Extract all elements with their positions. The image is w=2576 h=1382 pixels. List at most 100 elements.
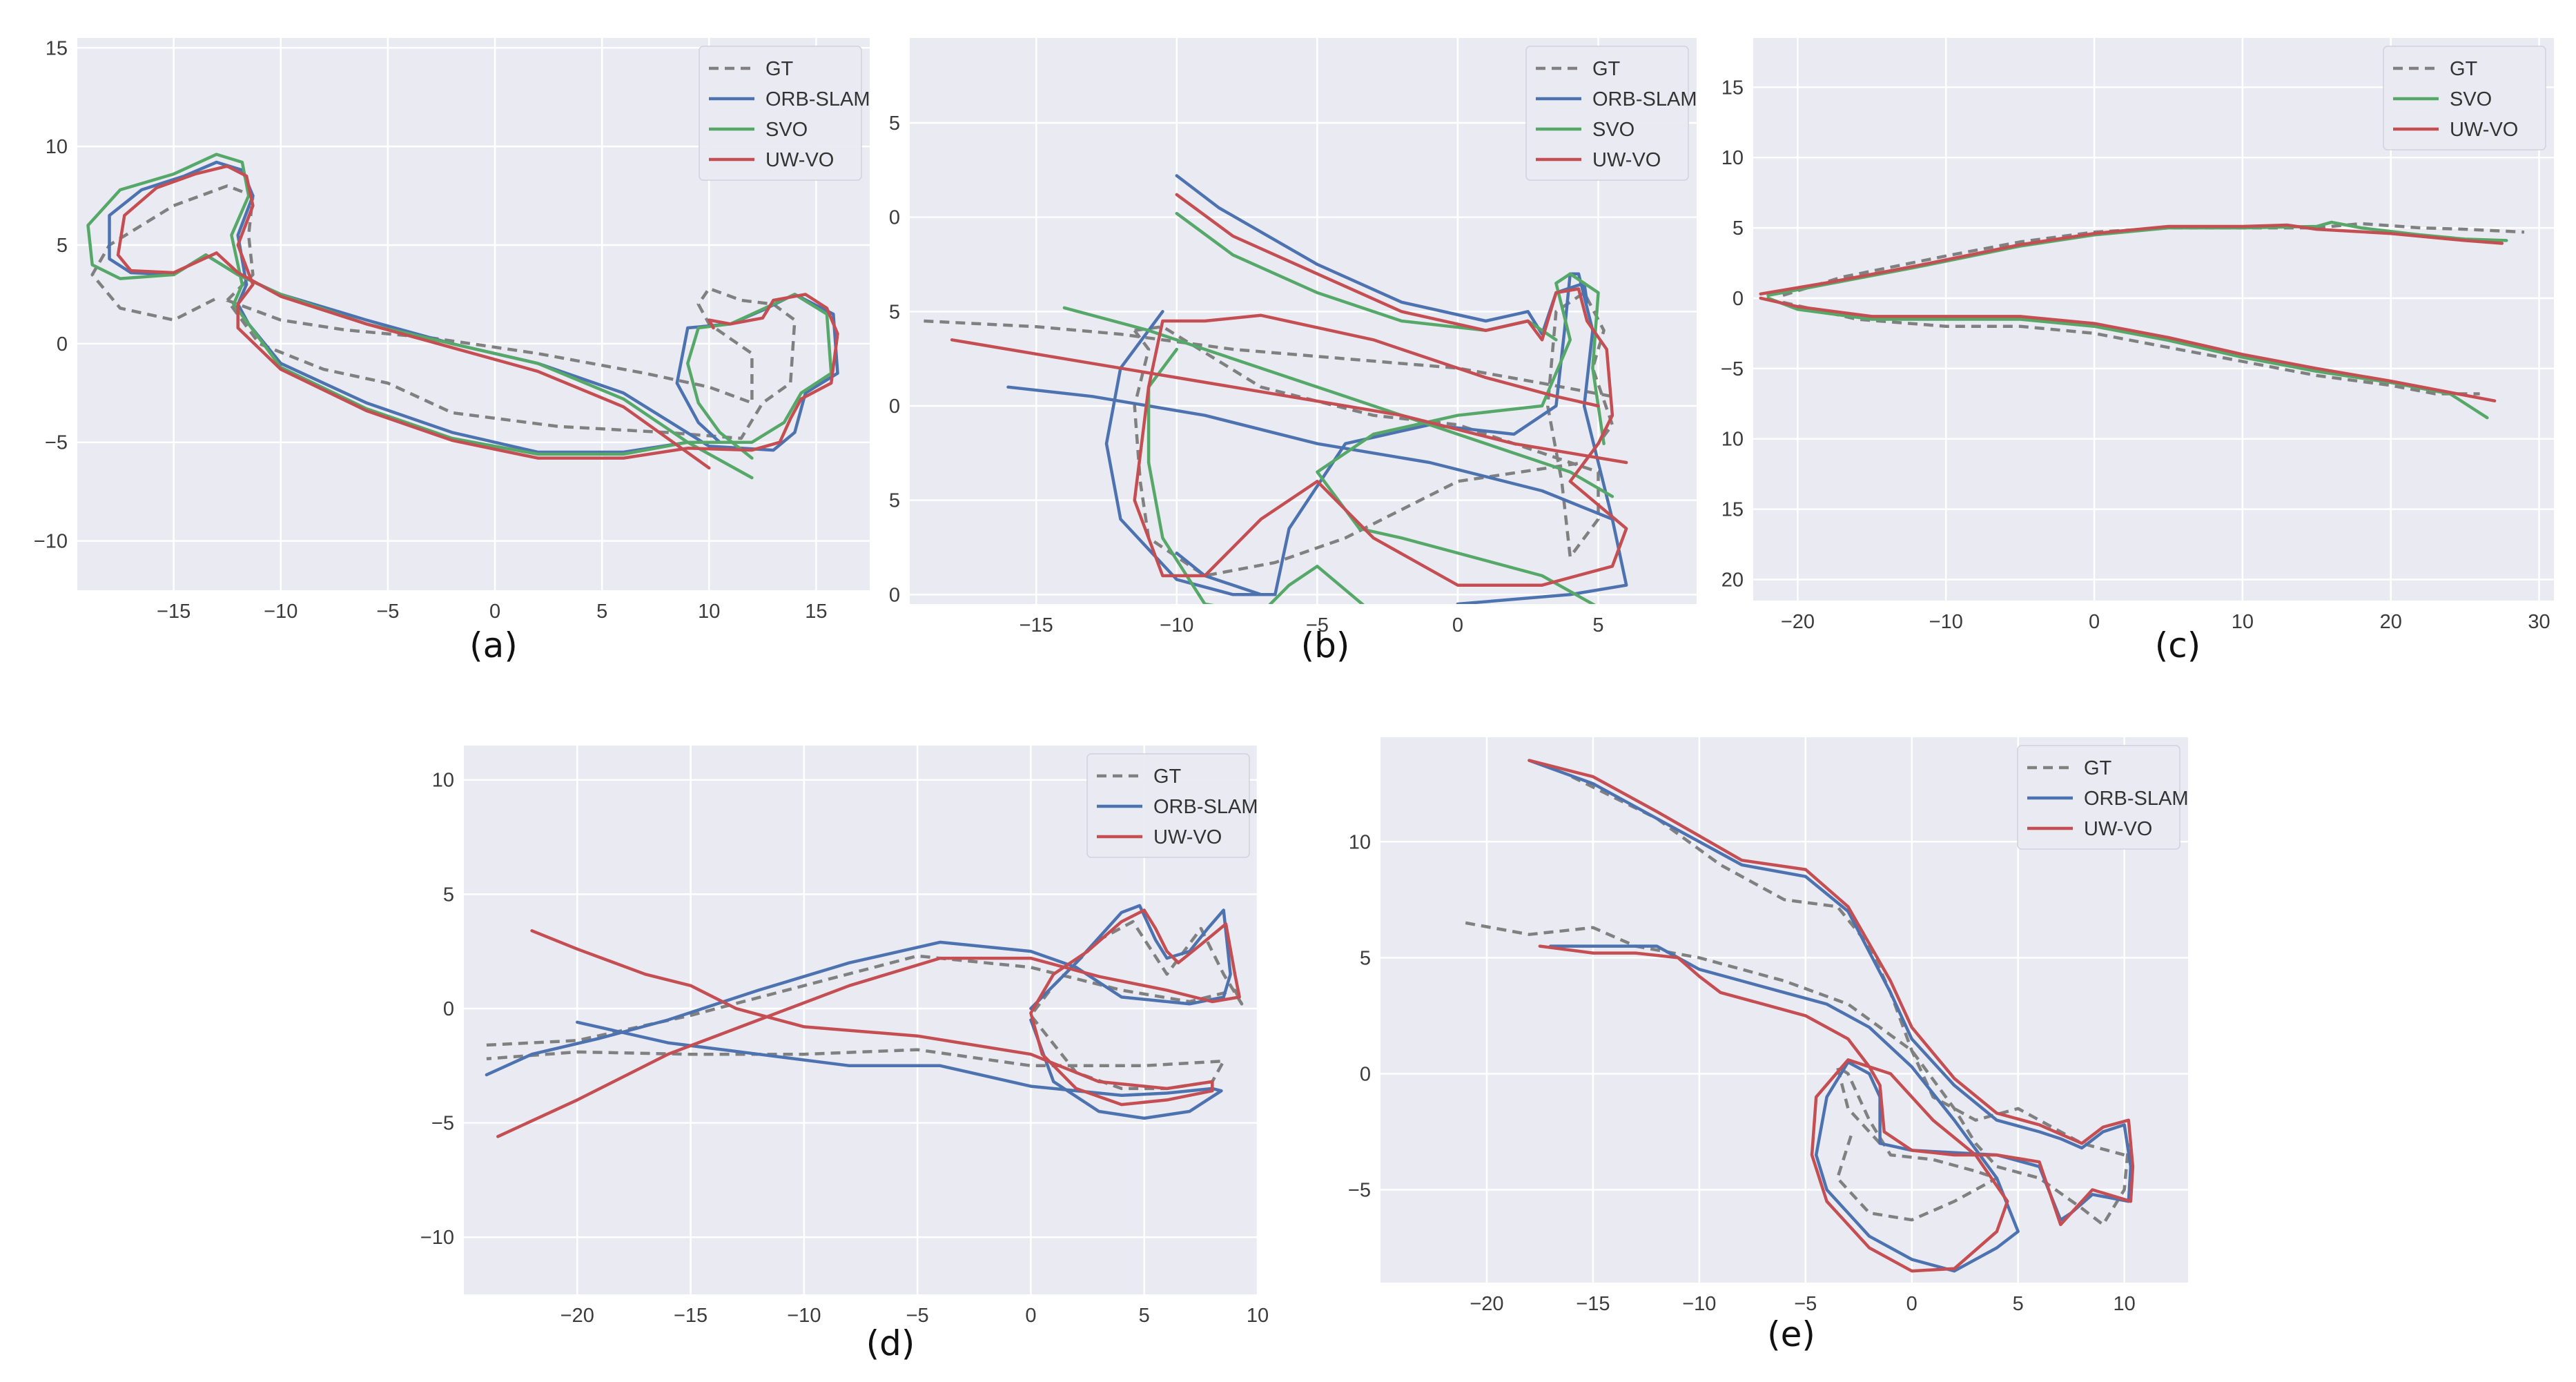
series-line-uw-vo bbox=[1759, 296, 2497, 402]
y-tick-label: 0 bbox=[889, 584, 900, 606]
subplot-b: −15 −10 −5 0 5 0 5 0 5 0 5 GT ORB-SLAM SVO UW-VO (b) bbox=[889, 38, 1697, 665]
series-group bbox=[485, 904, 1244, 1138]
x-tick-label: 0 bbox=[489, 601, 500, 623]
series-line-orb-slam bbox=[1528, 759, 2133, 1273]
subplot-d: −20 −15 −10 −5 0 5 10 −10 −5 0 5 10 GT ORB-SLAM UW-VO (… bbox=[420, 746, 1269, 1363]
y-tick-label: 10 bbox=[1721, 147, 1744, 169]
series-group bbox=[924, 174, 1628, 604]
y-tick-label: 10 bbox=[1349, 831, 1371, 853]
legend-label: UW-VO bbox=[765, 149, 834, 171]
x-tick-label: 10 bbox=[2232, 611, 2254, 633]
x-tick-label: −10 bbox=[787, 1305, 821, 1327]
legend-box bbox=[2383, 46, 2546, 150]
legend-label: GT bbox=[1153, 766, 1182, 788]
series-line-orb-slam bbox=[576, 1018, 1223, 1120]
x-tick-label: −10 bbox=[264, 601, 297, 623]
y-tick-label: 15 bbox=[46, 37, 68, 59]
x-tick-label: 0 bbox=[1906, 1293, 1918, 1315]
y-tick-label: 10 bbox=[46, 136, 68, 158]
x-tick-label: −10 bbox=[1160, 614, 1193, 636]
x-tick-label: 30 bbox=[2528, 611, 2550, 633]
legend-label: SVO bbox=[765, 119, 808, 141]
series-line-uw-vo bbox=[950, 338, 1628, 465]
series-line-uw-vo bbox=[215, 251, 711, 470]
x-tick-label: −10 bbox=[1929, 611, 1963, 633]
y-tick-label: −5 bbox=[1721, 358, 1744, 380]
series-line-uw-vo bbox=[1759, 223, 2504, 296]
series-line-gt bbox=[1782, 300, 2480, 396]
x-tick-label: −5 bbox=[1306, 614, 1329, 636]
legend-label: GT bbox=[1592, 58, 1621, 80]
y-tick-label: 5 bbox=[889, 301, 900, 323]
subplot-e: −20 −15 −10 −5 0 5 10 −5 0 5 10 GT ORB-SLAM UW-VO (e) bbox=[1348, 737, 2188, 1354]
subplot-caption: (c) bbox=[2155, 625, 2201, 665]
x-tick-label: −15 bbox=[157, 601, 191, 623]
legend-box bbox=[1086, 753, 1250, 858]
x-tick-label: −5 bbox=[376, 601, 399, 623]
legend-box bbox=[2017, 745, 2180, 850]
x-tick-label: −5 bbox=[906, 1305, 929, 1327]
series-line-gt bbox=[1465, 921, 2131, 1227]
series-line-svo bbox=[86, 153, 251, 306]
series-group bbox=[1759, 220, 2525, 420]
y-tick-label: −5 bbox=[1348, 1180, 1371, 1202]
series-line-gt bbox=[1133, 291, 1614, 578]
series-line-uw-vo bbox=[116, 164, 255, 306]
subplot-c: −20 −10 0 10 20 30 20 15 10 −5 0 5 10 15 GT SVO UW-VO (c) bbox=[1721, 38, 2554, 665]
y-tick-label: 15 bbox=[1721, 499, 1744, 521]
series-line-gt bbox=[1571, 775, 2125, 1157]
y-tick-label: 0 bbox=[57, 333, 68, 356]
legend-label: SVO bbox=[2450, 88, 2492, 110]
x-tick-label: −20 bbox=[1470, 1293, 1503, 1315]
series-line-svo bbox=[1146, 272, 1606, 604]
series-line-orb-slam bbox=[1175, 174, 1589, 336]
y-tick-label: −5 bbox=[45, 432, 68, 454]
legend: GT ORB-SLAM SVO UW-VO bbox=[1525, 46, 1697, 181]
legend: GT ORB-SLAM UW-VO bbox=[2017, 745, 2188, 850]
y-tick-label: 10 bbox=[432, 770, 454, 792]
x-tick-label: 15 bbox=[805, 601, 827, 623]
legend-label: ORB-SLAM bbox=[1592, 88, 1697, 110]
series-line-svo bbox=[1062, 306, 1614, 498]
legend-box bbox=[699, 46, 862, 181]
legend-label: GT bbox=[2450, 58, 2478, 80]
series-line-orb-slam bbox=[204, 253, 839, 452]
subplot-caption: (b) bbox=[1301, 625, 1350, 665]
x-tick-label: 0 bbox=[2089, 611, 2100, 633]
y-tick-label: −10 bbox=[420, 1227, 454, 1249]
legend-label: ORB-SLAM bbox=[1153, 796, 1258, 818]
x-tick-label: 0 bbox=[1025, 1305, 1036, 1327]
y-tick-label: 10 bbox=[1721, 429, 1744, 451]
legend-label: GT bbox=[765, 58, 794, 80]
x-tick-label: 5 bbox=[596, 601, 607, 623]
y-tick-label: 0 bbox=[1733, 288, 1744, 310]
subplot-caption: (a) bbox=[469, 625, 518, 665]
series-line-uw-vo bbox=[1133, 193, 1628, 587]
legend-label: GT bbox=[2084, 757, 2112, 779]
y-tick-label: 5 bbox=[889, 113, 900, 135]
x-tick-label: −5 bbox=[1794, 1293, 1817, 1315]
legend-label: UW-VO bbox=[2450, 119, 2518, 141]
x-tick-label: 20 bbox=[2380, 611, 2402, 633]
x-tick-label: −20 bbox=[560, 1305, 594, 1327]
legend-label: UW-VO bbox=[2084, 818, 2152, 840]
legend-label: ORB-SLAM bbox=[765, 88, 870, 110]
series-line-uw-vo bbox=[1528, 759, 2135, 1273]
x-tick-label: −15 bbox=[674, 1305, 708, 1327]
series-line-gt bbox=[924, 319, 1613, 398]
x-tick-label: 5 bbox=[1592, 614, 1603, 636]
legend: GT ORB-SLAM UW-VO bbox=[1086, 753, 1258, 858]
legend-label: ORB-SLAM bbox=[2084, 788, 2188, 810]
y-tick-label: 5 bbox=[57, 235, 68, 257]
subplot-a: −15 −10 −5 0 5 10 15 −10 −5 0 5 10 15 GT ORB-SLAM SVO UW… bbox=[34, 37, 870, 665]
x-tick-label: 0 bbox=[1452, 614, 1463, 636]
legend-box bbox=[1525, 46, 1689, 181]
x-tick-label: 10 bbox=[2113, 1293, 2135, 1315]
y-tick-label: 5 bbox=[1360, 947, 1371, 969]
subplot-caption: (e) bbox=[1767, 1314, 1815, 1354]
series-line-uw-vo bbox=[496, 908, 1241, 1138]
y-tick-label: 5 bbox=[889, 490, 900, 512]
y-tick-label: 0 bbox=[443, 998, 454, 1020]
y-tick-label: 20 bbox=[1721, 569, 1744, 591]
